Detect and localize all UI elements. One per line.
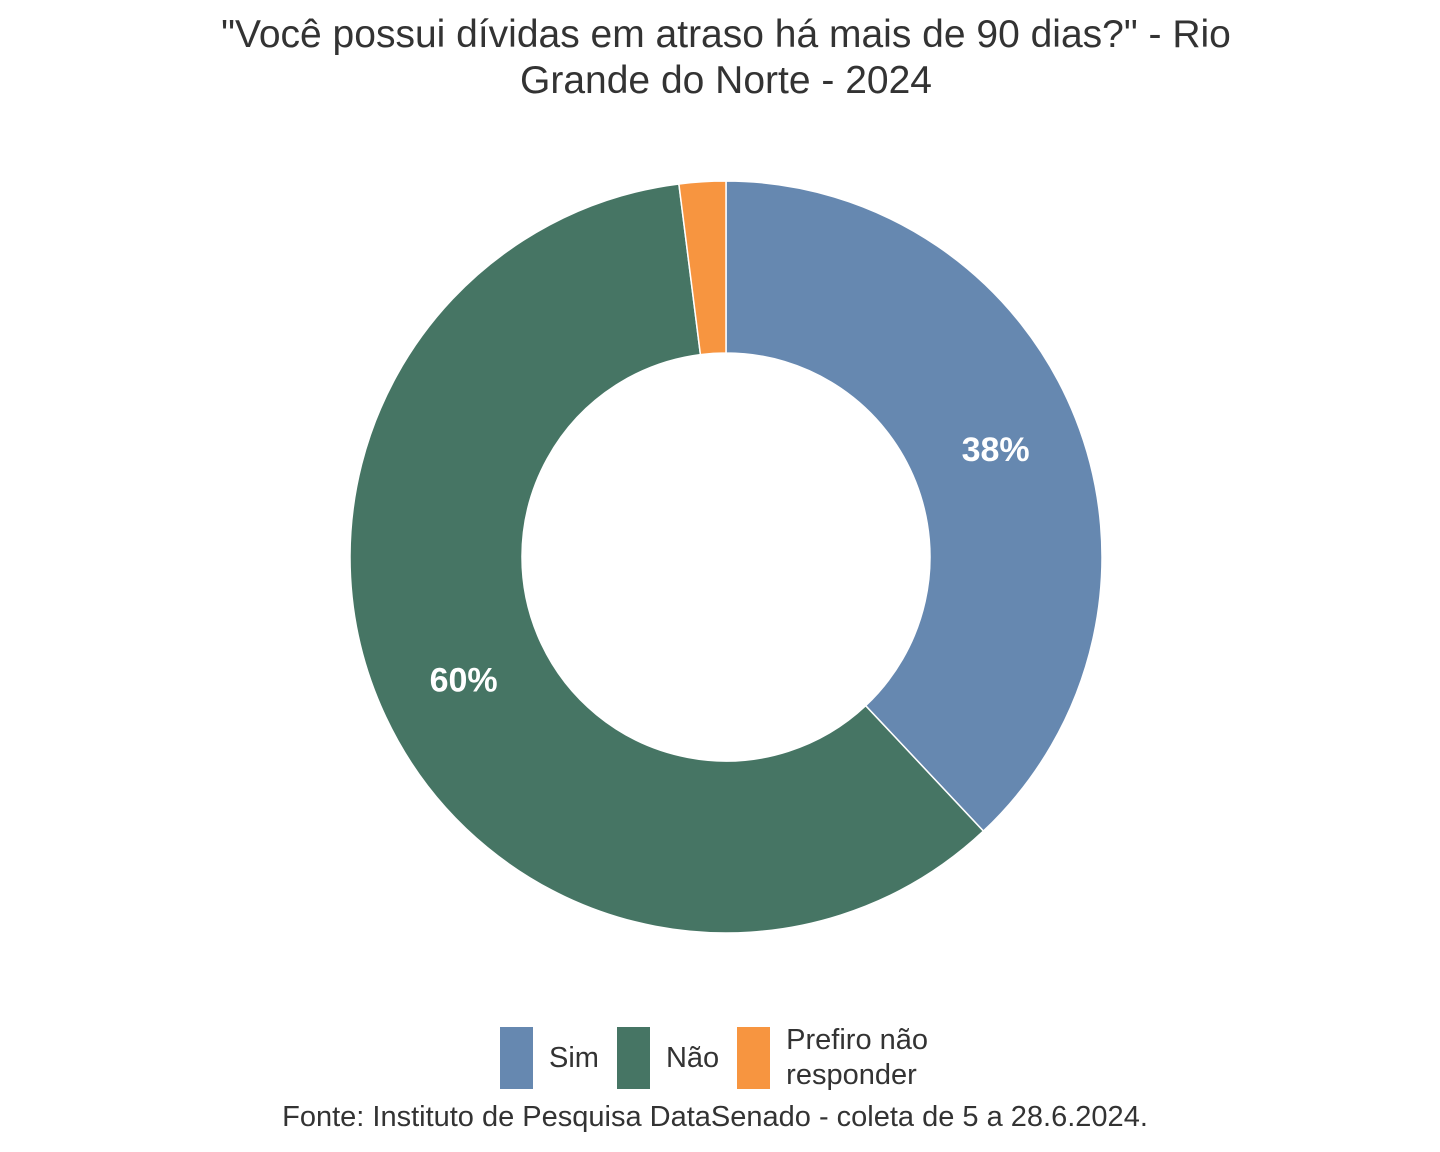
data-label-nao: 60% — [430, 661, 498, 699]
legend-item-prefiro-nao-responder: Prefiro não responder — [737, 1023, 928, 1093]
legend-item-sim: Sim — [500, 1027, 599, 1089]
donut-slice-nao — [349, 183, 985, 934]
chart-title-line-2: Grande do Norte - 2024 — [520, 59, 932, 102]
legend-swatch-prefiro-nao-responder — [737, 1027, 771, 1089]
donut-slices — [349, 180, 1103, 934]
data-label-sim: 38% — [962, 431, 1030, 469]
legend-item-nao: Não — [616, 1027, 720, 1089]
chart-title-line-1: "Você possui dívidas em atraso há mais d… — [221, 13, 1231, 56]
legend-swatch-nao — [616, 1027, 650, 1089]
chart-legend: Sim Não Prefiro não responder — [500, 1023, 946, 1093]
donut-slice-prefiro-nao-responder — [678, 180, 727, 356]
legend-label-nao: Não — [665, 1041, 720, 1074]
chart-title: "Você possui dívidas em atraso há mais d… — [0, 12, 1440, 104]
legend-label-sim: Sim — [549, 1041, 599, 1074]
source-caption: Fonte: Instituto de Pesquisa DataSenado … — [282, 1101, 1148, 1133]
donut-slice-sim — [725, 180, 1103, 833]
legend-label-prefiro-nao-responder: Prefiro não responder — [786, 1024, 929, 1091]
legend-swatch-sim — [500, 1027, 533, 1089]
donut-data-labels: 38% 60% — [430, 431, 1030, 699]
